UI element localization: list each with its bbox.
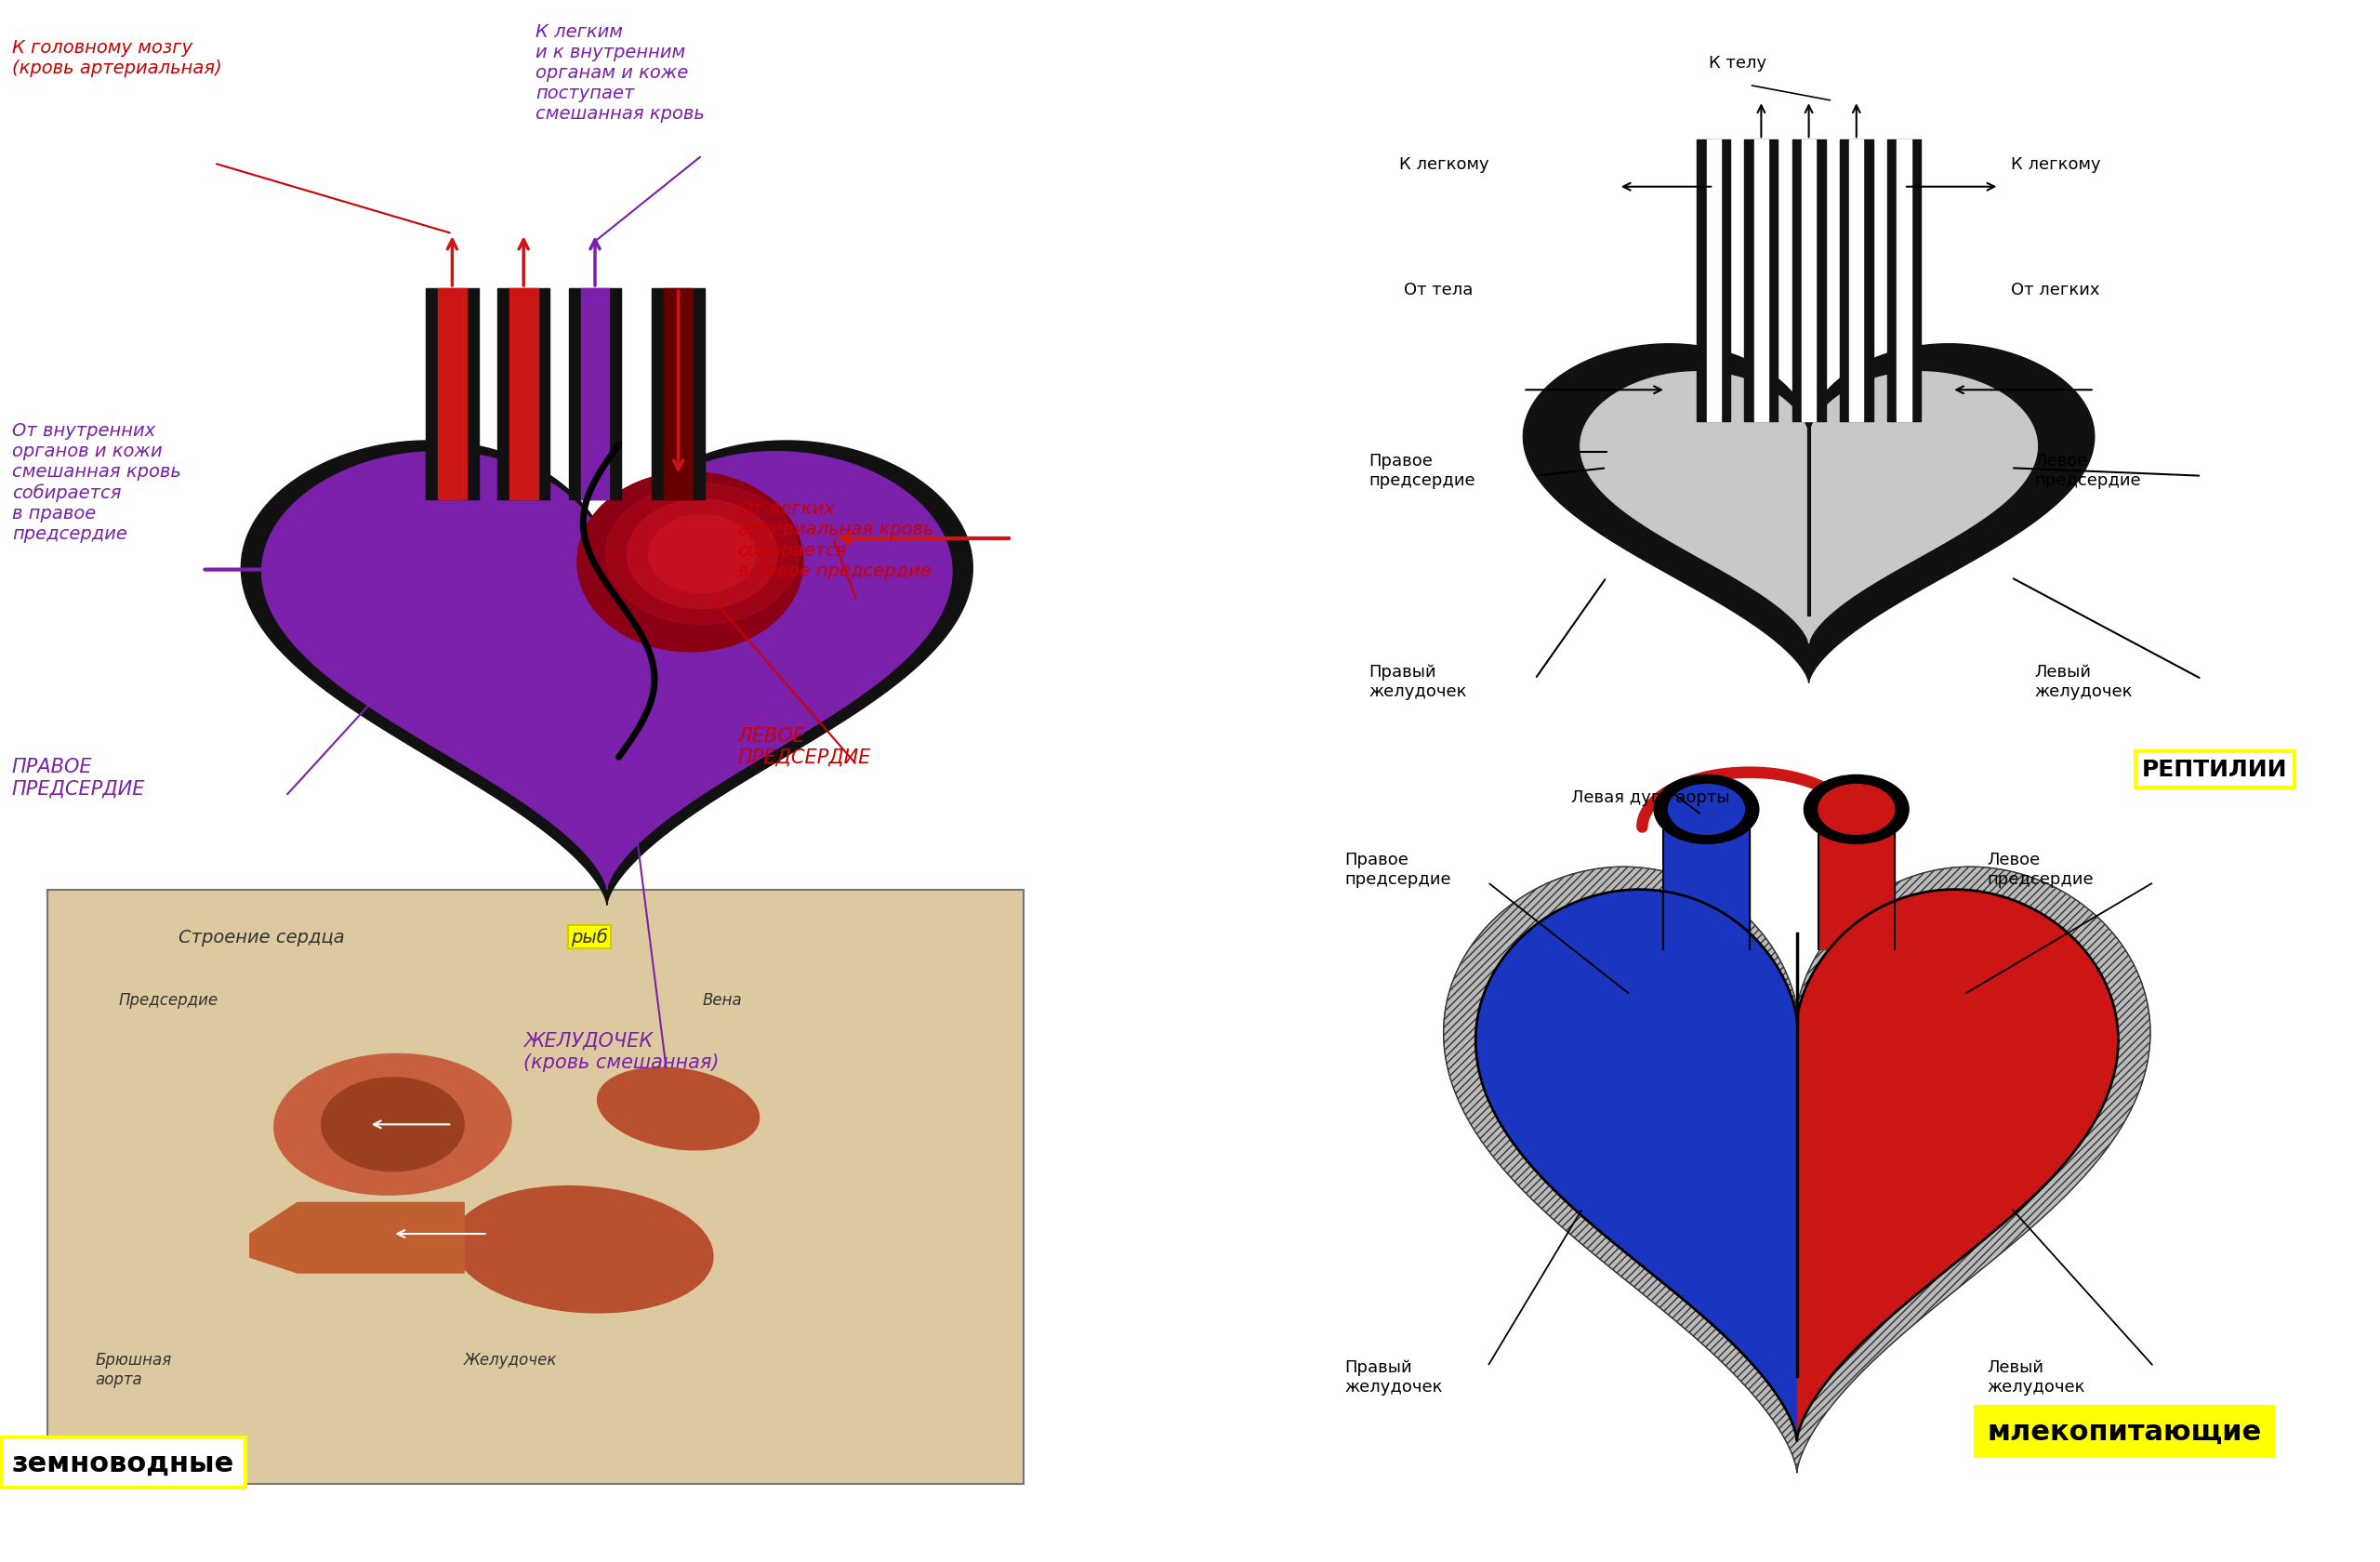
Polygon shape	[240, 442, 973, 906]
Text: млекопитающие: млекопитающие	[1987, 1418, 2261, 1445]
Polygon shape	[1797, 890, 2118, 1440]
Text: Правый
желудочек: Правый желудочек	[1345, 1359, 1442, 1395]
Text: РЕПТИЛИИ: РЕПТИЛИИ	[2142, 759, 2287, 781]
Text: Предсердие: Предсердие	[119, 992, 219, 1009]
Text: Левое
предсердие: Левое предсердие	[2035, 453, 2142, 489]
Polygon shape	[1523, 345, 2094, 683]
Text: ЛЕВОЕ
ПРЕДСЕРДИЕ: ЛЕВОЕ ПРЕДСЕРДИЕ	[738, 726, 871, 767]
Ellipse shape	[452, 1186, 714, 1314]
Text: Строение сердца: Строение сердца	[178, 928, 350, 947]
Ellipse shape	[597, 1068, 759, 1150]
Text: Левый
желудочек: Левый желудочек	[1987, 1359, 2085, 1395]
Text: От тела: От тела	[1404, 281, 1473, 298]
Circle shape	[1668, 784, 1745, 834]
Text: Левая дуга аорты: Левая дуга аорты	[1571, 789, 1730, 806]
Polygon shape	[1476, 890, 2118, 1440]
Text: ЖЕЛУДОЧЕК
(кровь смешанная): ЖЕЛУДОЧЕК (кровь смешанная)	[524, 1031, 719, 1072]
Text: Правое
предсердие: Правое предсердие	[1345, 851, 1452, 887]
Text: Правое
предсердие: Правое предсердие	[1368, 453, 1476, 489]
Polygon shape	[1580, 372, 2037, 644]
Text: ПРАВОЕ
ПРЕДСЕРДИЕ: ПРАВОЕ ПРЕДСЕРДИЕ	[12, 758, 145, 798]
Circle shape	[1804, 775, 1909, 843]
Text: К легкому: К легкому	[2011, 156, 2102, 173]
Text: К телу: К телу	[1709, 55, 1766, 72]
Text: рыб: рыб	[571, 928, 609, 947]
Circle shape	[1818, 784, 1894, 834]
Text: Левое
предсердие: Левое предсердие	[1987, 851, 2094, 887]
Ellipse shape	[274, 1054, 512, 1195]
Ellipse shape	[628, 500, 776, 609]
Ellipse shape	[321, 1078, 464, 1172]
Text: К легкому: К легкому	[1399, 156, 1490, 173]
Text: Вена: Вена	[702, 992, 743, 1009]
Text: От легких
артериальная кровь
собирается
в левое предсердие: От легких артериальная кровь собирается …	[738, 500, 933, 580]
Text: Желудочек: Желудочек	[464, 1351, 557, 1368]
Ellipse shape	[605, 484, 800, 625]
Text: К легким
и к внутренним
органам и коже
поступает
смешанная кровь: К легким и к внутренним органам и коже п…	[536, 23, 704, 123]
Polygon shape	[1445, 867, 2149, 1473]
Text: Брюшная
аорта: Брюшная аорта	[95, 1351, 171, 1387]
Text: От легких: От легких	[2011, 281, 2099, 298]
FancyBboxPatch shape	[48, 890, 1023, 1484]
Ellipse shape	[578, 472, 804, 653]
Ellipse shape	[647, 515, 757, 594]
Text: земноводные: земноводные	[12, 1450, 233, 1476]
Text: От внутренних
органов и кожи
смешанная кровь
собирается
в правое
предсердие: От внутренних органов и кожи смешанная к…	[12, 422, 181, 542]
Polygon shape	[262, 451, 952, 890]
Polygon shape	[250, 1203, 464, 1273]
Text: К головному мозгу
(кровь артериальная): К головному мозгу (кровь артериальная)	[12, 39, 221, 77]
Text: Правый
желудочек: Правый желудочек	[1368, 664, 1466, 700]
Text: Левый
желудочек: Левый желудочек	[2035, 664, 2132, 700]
Circle shape	[1654, 775, 1759, 843]
